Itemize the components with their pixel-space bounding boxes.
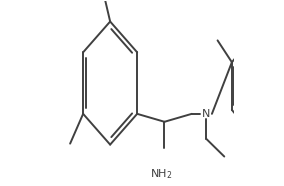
Text: NH$_2$: NH$_2$ <box>150 167 172 181</box>
Text: N: N <box>202 109 210 119</box>
